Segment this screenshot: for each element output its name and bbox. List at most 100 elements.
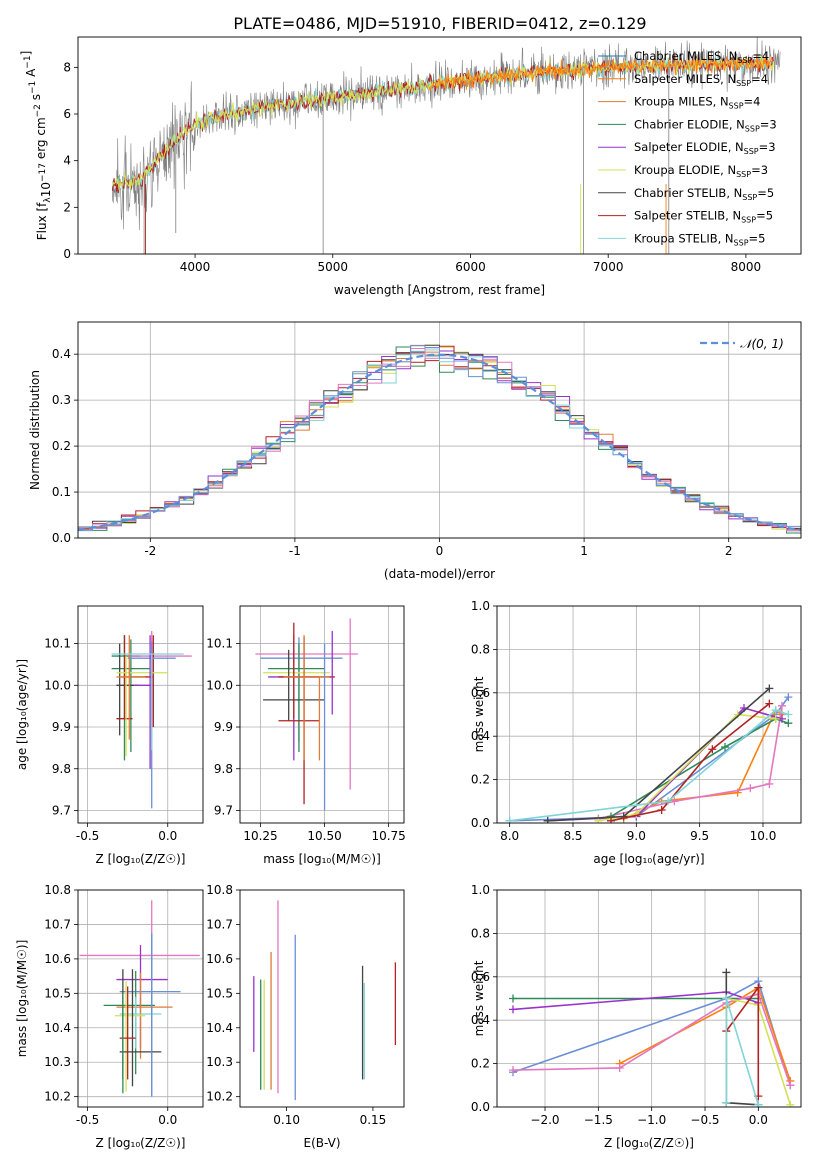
series-marker	[721, 743, 729, 752]
legend-label-part: Kroupa MILES, N	[634, 95, 729, 109]
y-axis-label: mass weight	[472, 960, 486, 1036]
legend-label-part: SSP	[741, 216, 756, 225]
massweight-vs-metallicity-panel: −2.0 −1.5 −1.0 −0.5 0.0 0.0 0.2 0.4 0.6 0.8 1.0 Z […	[471, 883, 802, 1150]
plot-area	[78, 344, 801, 534]
legend-label-part: Chabrier STELIB, N	[634, 186, 742, 200]
x-tick-label: 0	[436, 544, 444, 558]
x-tick-label: 0.0	[749, 1113, 768, 1127]
series-marker	[708, 745, 717, 754]
y-tick-label: 1.0	[471, 599, 490, 613]
y-tick-label: 9.7	[52, 803, 71, 817]
mass-vs-metallicity-panel: -0.5 0.0 10.2 10.3 10.4 10.5 10.6 10.7 10.8 Z [lo…	[15, 883, 204, 1150]
normal-curve	[78, 353, 801, 531]
legend-label-part: Chabrier ELODIE, N	[634, 117, 745, 131]
legend-label-part: SSP	[736, 170, 751, 179]
x-axis-label: Z [log₁₀(Z/Z☉)]	[96, 852, 186, 866]
x-tick-label: 0.0	[158, 829, 177, 843]
series-line	[509, 709, 789, 822]
x-tick-label: 0.15	[360, 1113, 387, 1127]
legend-label-part: =3	[759, 140, 776, 154]
age-vs-metallicity-panel: -0.5 0.0 9.7 9.8 9.9 10.0 10.1 Z [log₁₀(Z/Z☉)] a…	[15, 605, 204, 866]
mass-vs-ebv-panel: 0.10 0.15 10.2 10.3 10.4 10.5 10.6 10.7 10.8 E(B-…	[206, 883, 405, 1150]
series-marker	[771, 714, 780, 723]
axes-frame	[239, 605, 405, 824]
x-tick-label: 0.0	[158, 1113, 177, 1127]
y-axis-label-part: −1	[28, 81, 38, 94]
x-axis-label: age [log₁₀(age/yr)]	[593, 852, 704, 866]
series-marker	[754, 983, 763, 992]
y-tick-label: 8	[63, 60, 71, 74]
y-tick-label: 0.0	[471, 816, 490, 830]
x-tick-label: −1.0	[637, 1113, 666, 1127]
y-axis-label: mass [log₁₀(M/M☉)]	[15, 940, 29, 1058]
age-vs-mass-panel: 10.25 10.50 10.75 9.7 9.8 9.9 10.0 10.1 mass [lo…	[206, 605, 406, 866]
series-marker	[765, 699, 774, 708]
y-tick-label: 10.8	[44, 883, 71, 897]
series-line	[725, 998, 760, 1106]
x-tick-label: 9.0	[627, 829, 646, 843]
axes-frame	[496, 605, 802, 824]
legend-label: Kroupa STELIB, NSSP=5	[634, 231, 765, 247]
y-axis-label-part: λ	[43, 197, 53, 203]
x-axis-label: E(B-V)	[303, 1136, 340, 1150]
axes-frame	[77, 605, 204, 824]
plot-area	[255, 618, 358, 811]
y-tick-label: 0.2	[471, 1057, 490, 1071]
legend-label-part: Kroupa ELODIE, N	[634, 163, 736, 177]
x-tick-label: 10.25	[243, 829, 277, 843]
y-axis-label-part: 10	[39, 182, 53, 197]
y-tick-label: 0.6	[471, 970, 490, 984]
y-tick-label: 10.2	[206, 1090, 233, 1104]
series-marker	[722, 994, 731, 1003]
y-tick-label: 10.0	[44, 678, 71, 692]
x-tick-label: 9.5	[690, 829, 709, 843]
y-tick-label: 10.6	[206, 952, 233, 966]
axes-frame	[239, 889, 405, 1108]
legend-label-part: =5	[757, 186, 774, 200]
y-tick-label: 10.6	[44, 952, 71, 966]
x-tick-label: 1	[580, 544, 588, 558]
series-marker	[615, 1063, 624, 1072]
plot-area	[111, 37, 781, 254]
legend-label-part: SSP	[737, 56, 752, 65]
y-tick-label: 10.2	[44, 1090, 71, 1104]
y-tick-label: 0.0	[471, 1100, 490, 1114]
massweight-vs-age-panel: 8.0 8.5 9.0 9.5 10.0 0.0 0.2 0.4 0.6 0.8 1.0 age [l…	[471, 599, 802, 866]
legend-label: Chabrier ELODIE, NSSP=3	[634, 117, 777, 133]
x-tick-label: -0.5	[76, 1113, 99, 1127]
series-marker	[754, 1100, 763, 1107]
legend-label-part: Salpeter ELODIE, N	[634, 140, 744, 154]
series-marker	[778, 701, 786, 710]
series-marker	[784, 693, 793, 702]
x-tick-label: −2.0	[530, 1113, 559, 1127]
x-tick-label: 7000	[593, 260, 624, 274]
y-tick-label: 0.2	[52, 439, 71, 453]
legend-label-part: =5	[756, 209, 773, 223]
legend-label: Salpeter MILES, NSSP=4	[634, 72, 768, 88]
y-tick-label: 0.1	[52, 485, 71, 499]
legend-label-part: SSP	[736, 79, 751, 88]
series-marker	[784, 719, 793, 728]
y-axis-label: mass weight	[472, 676, 486, 752]
legend-label-part: =5	[749, 231, 766, 245]
y-axis-label-part: ]	[19, 51, 33, 56]
x-tick-label: 5000	[317, 260, 348, 274]
x-tick-label: 8000	[731, 260, 762, 274]
legend-label: Kroupa MILES, NSSP=4	[634, 95, 760, 111]
y-axis-label-part: −17	[38, 163, 48, 182]
y-tick-label: 0.4	[471, 729, 490, 743]
y-tick-label: 10.5	[44, 986, 71, 1000]
x-tick-label: −0.5	[690, 1113, 719, 1127]
series-marker	[543, 816, 552, 823]
y-tick-label: 0.6	[471, 686, 490, 700]
y-tick-label: 10.7	[44, 917, 71, 931]
legend-label: Chabrier MILES, NSSP=4	[634, 49, 769, 65]
x-tick-label: 2	[725, 544, 733, 558]
y-axis-label: age [log₁₀(age/yr)]	[15, 659, 29, 770]
y-tick-label: 10.3	[206, 1055, 233, 1069]
axes-frame	[77, 321, 802, 539]
y-axis-label-part: −1	[23, 55, 33, 68]
legend-label-part: SSP	[745, 124, 760, 133]
y-tick-label: 10.3	[44, 1055, 71, 1069]
series-marker	[786, 1081, 795, 1090]
